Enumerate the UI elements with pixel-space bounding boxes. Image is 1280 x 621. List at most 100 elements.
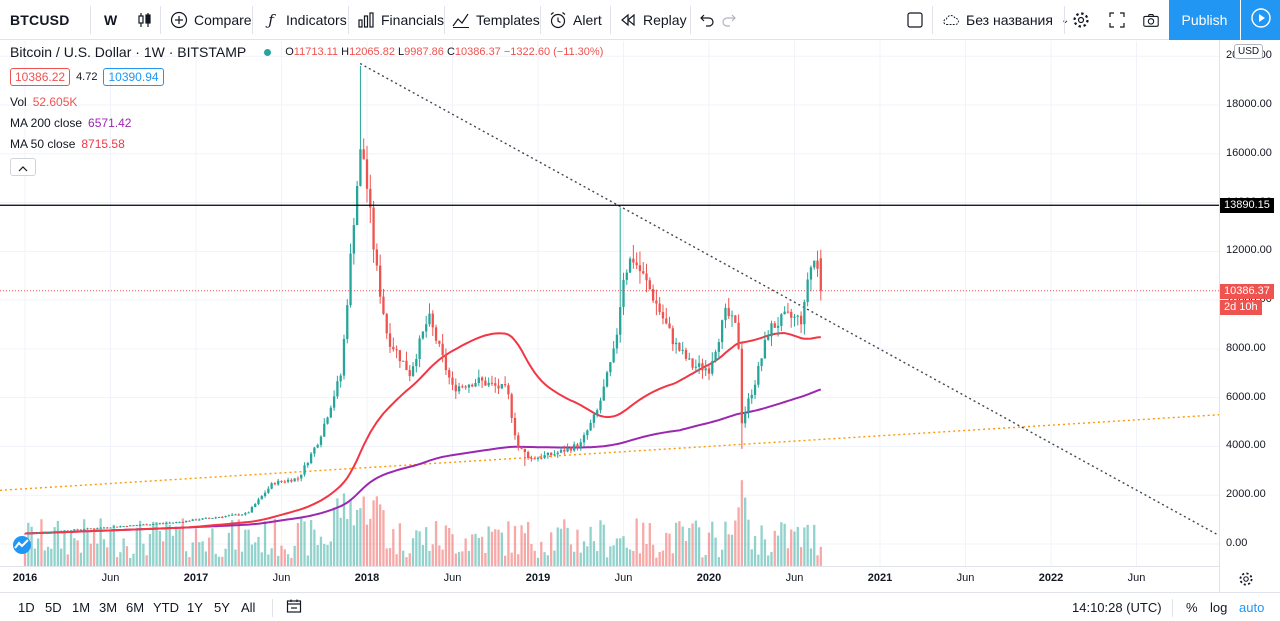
volume-bar xyxy=(168,524,171,566)
candle-body xyxy=(405,360,408,371)
volume-bar xyxy=(30,526,33,566)
range-button-1m[interactable]: 1M xyxy=(72,600,91,615)
candle-body xyxy=(809,267,813,280)
volume-bar xyxy=(316,544,319,566)
replay-button[interactable]: Replay xyxy=(619,0,687,40)
volume-bar xyxy=(267,554,270,566)
clock-timezone-button[interactable]: 14:10:28 (UTC) xyxy=(1072,600,1162,615)
open-value: 11713.11 xyxy=(293,46,339,58)
indicators-button[interactable]: ƒ Indicators xyxy=(262,0,346,40)
trend-lines xyxy=(0,62,1220,537)
candle-body xyxy=(227,515,231,517)
volume-bar xyxy=(661,550,665,566)
volume-bar xyxy=(332,507,336,566)
ma200-legend-row[interactable]: MA 200 close 6571.42 xyxy=(10,116,131,130)
go-to-date-button[interactable] xyxy=(286,593,302,621)
publish-button[interactable]: Publish xyxy=(1169,0,1240,40)
volume-bar xyxy=(799,547,803,566)
volume-bar xyxy=(605,557,609,566)
candle-body xyxy=(46,531,50,533)
toolbar-divider xyxy=(540,6,541,34)
tradingview-logo[interactable] xyxy=(8,534,38,554)
candles-icon xyxy=(136,11,154,29)
candle-body xyxy=(145,524,148,526)
range-button-1d[interactable]: 1D xyxy=(18,600,35,615)
symbol-search-button[interactable]: BTCUSD xyxy=(10,12,70,28)
price-tick-label: 8000.00 xyxy=(1226,341,1266,354)
range-button-3m[interactable]: 3M xyxy=(99,600,118,615)
chart-style-button[interactable] xyxy=(136,0,160,40)
price-tick-label: 4000.00 xyxy=(1226,439,1266,452)
ma50-name: MA 50 close xyxy=(10,137,76,151)
chart-pane[interactable]: 20000.0018000.0016000.0014000.0012000.00… xyxy=(0,40,1280,592)
candle-body xyxy=(599,400,602,411)
candle-body xyxy=(92,528,96,530)
candle-body xyxy=(250,507,254,513)
volume-legend-row[interactable]: Vol 52.605K xyxy=(10,95,77,109)
candle-body xyxy=(168,522,171,524)
volume-bar xyxy=(352,525,355,566)
volume-bar xyxy=(89,543,92,566)
buy-price-box[interactable]: 10390.94 xyxy=(103,68,164,86)
range-button-ytd[interactable]: YTD xyxy=(153,600,179,615)
candle-body xyxy=(543,455,546,459)
legend-collapse-button[interactable] xyxy=(10,158,36,176)
volume-bar xyxy=(122,538,125,566)
range-button-6m[interactable]: 6M xyxy=(126,600,145,615)
fullscreen-layout-button[interactable] xyxy=(906,0,930,40)
snapshot-button[interactable] xyxy=(1142,0,1166,40)
volume-bar xyxy=(461,551,464,566)
percent-scale-toggle[interactable]: % xyxy=(1186,600,1198,615)
redo-button[interactable] xyxy=(721,0,745,40)
range-button-1y[interactable]: 1Y xyxy=(187,600,203,615)
volume-bar xyxy=(448,527,451,566)
volume-bar xyxy=(487,526,490,566)
candle-body xyxy=(678,342,681,351)
candle-body xyxy=(296,478,300,480)
candle-body xyxy=(799,315,803,325)
volume-bar xyxy=(224,548,227,566)
volume-bar xyxy=(776,535,780,566)
play-button[interactable] xyxy=(1241,0,1280,40)
compare-button[interactable]: Compare xyxy=(170,0,252,40)
volume-bar xyxy=(145,555,148,566)
currency-badge[interactable]: USD xyxy=(1234,44,1264,59)
volume-bar xyxy=(188,557,191,566)
candle-body xyxy=(76,529,79,531)
candle-body xyxy=(309,453,313,464)
volume-bar xyxy=(786,548,790,566)
range-button-5y[interactable]: 5Y xyxy=(214,600,230,615)
auto-scale-toggle[interactable]: auto xyxy=(1239,600,1265,615)
candle-body xyxy=(461,386,464,388)
candle-body xyxy=(303,465,306,475)
financials-button[interactable]: Financials xyxy=(357,0,444,40)
change-value: −1322.60 (−11.30%) xyxy=(503,46,604,58)
toolbar-divider xyxy=(160,6,161,34)
fullscreen-button[interactable] xyxy=(1108,0,1132,40)
log-scale-toggle[interactable]: log xyxy=(1210,600,1228,615)
candle-body xyxy=(770,323,773,337)
templates-button[interactable]: Templates xyxy=(452,0,540,40)
volume-bar xyxy=(158,530,161,566)
candle-body xyxy=(175,522,178,524)
candle-body xyxy=(293,478,296,482)
layout-name-dropdown[interactable]: Без названия ⌄ xyxy=(942,0,1069,40)
alert-button[interactable]: Alert xyxy=(549,0,602,40)
candle-body xyxy=(102,527,106,529)
candle-body xyxy=(500,384,503,389)
candle-body xyxy=(60,530,63,532)
volume-bar xyxy=(622,536,625,566)
range-button-all[interactable]: All xyxy=(241,600,256,615)
interval-button[interactable]: W xyxy=(104,12,118,28)
undo-button[interactable] xyxy=(697,0,721,40)
range-button-5d[interactable]: 5D xyxy=(45,600,62,615)
price-chart[interactable] xyxy=(0,40,1280,592)
axis-settings-button[interactable] xyxy=(1238,571,1256,589)
volume-bar xyxy=(790,529,793,566)
series-title[interactable]: Bitcoin / U.S. Dollar · 1W · BITSTAMP xyxy=(10,44,247,60)
candle-body xyxy=(737,322,740,349)
settings-button[interactable] xyxy=(1072,0,1096,40)
volume-bar xyxy=(175,526,178,566)
ma50-legend-row[interactable]: MA 50 close 8715.58 xyxy=(10,137,125,151)
sell-price-box[interactable]: 10386.22 xyxy=(10,68,71,86)
